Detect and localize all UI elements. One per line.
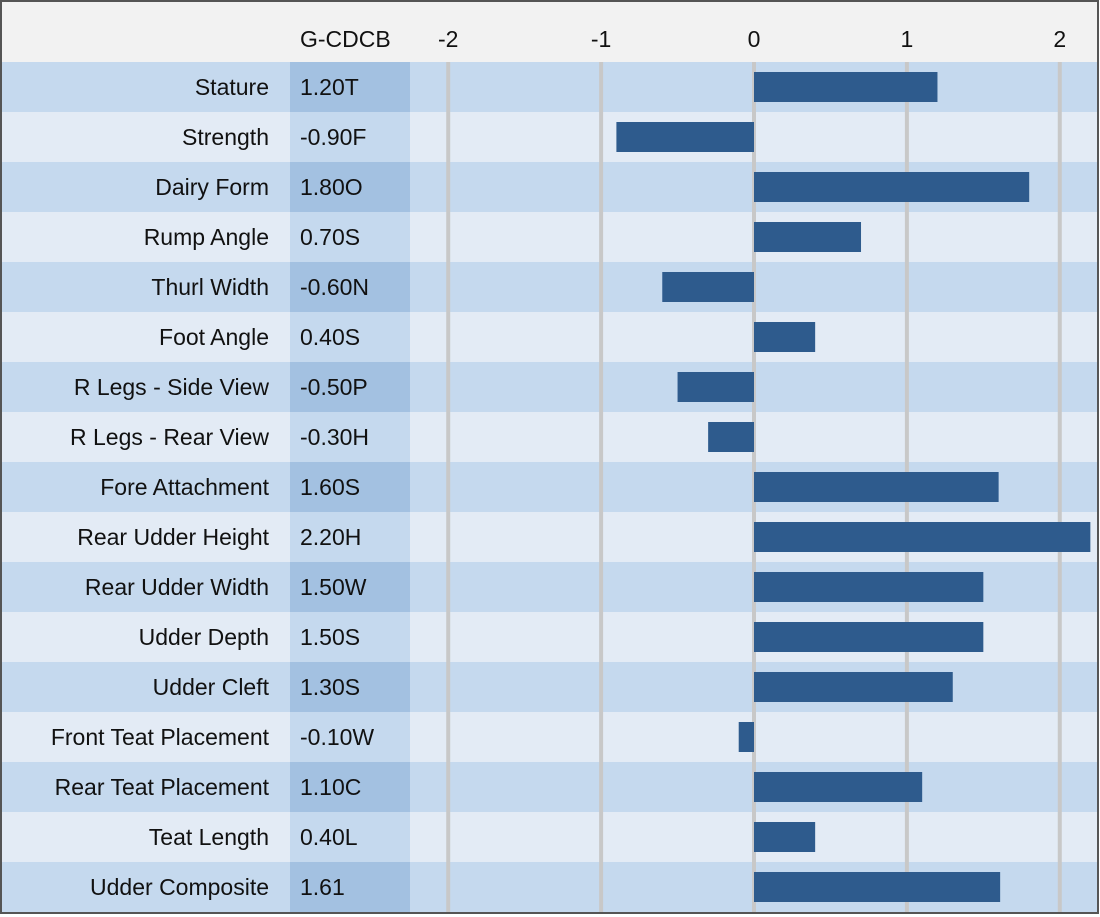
row-label: Rear Udder Height xyxy=(77,524,269,550)
row-label: R Legs - Rear View xyxy=(70,424,269,450)
value-cell xyxy=(290,412,410,462)
row-label: Udder Composite xyxy=(90,874,269,900)
value-label: 1.30S xyxy=(300,674,360,700)
row-label: Stature xyxy=(195,74,269,100)
row-label: Fore Attachment xyxy=(100,474,269,500)
value-label: -0.50P xyxy=(300,374,368,400)
row-label: Teat Length xyxy=(149,824,269,850)
value-cell xyxy=(290,162,410,212)
x-tick-label: 0 xyxy=(748,26,761,52)
value-label: 0.40L xyxy=(300,824,358,850)
x-tick-label: -2 xyxy=(438,26,458,52)
value-cell xyxy=(290,312,410,362)
row-label: Dairy Form xyxy=(155,174,269,200)
bar xyxy=(754,672,953,702)
value-cell xyxy=(290,462,410,512)
row-background xyxy=(1,362,1098,412)
value-cell xyxy=(290,112,410,162)
column-header: G-CDCB xyxy=(300,26,391,52)
value-label: 1.10C xyxy=(300,774,361,800)
bar xyxy=(754,172,1030,202)
value-label: 1.61 xyxy=(300,874,345,900)
row-label: Strength xyxy=(182,124,269,150)
bar xyxy=(754,872,1001,902)
bar xyxy=(708,422,754,452)
value-cell xyxy=(290,62,410,112)
bar xyxy=(754,222,862,252)
value-cell xyxy=(290,512,410,562)
row-label: Front Teat Placement xyxy=(51,724,270,750)
row-background xyxy=(1,712,1098,762)
bar xyxy=(738,722,754,752)
row-label: Rear Udder Width xyxy=(85,574,269,600)
value-cell xyxy=(290,662,410,712)
row-background xyxy=(1,212,1098,262)
value-label: -0.30H xyxy=(300,424,369,450)
row-label: Udder Depth xyxy=(139,624,269,650)
value-cell xyxy=(290,562,410,612)
bar xyxy=(754,572,984,602)
bar xyxy=(662,272,754,302)
bar xyxy=(677,372,754,402)
row-background xyxy=(1,312,1098,362)
bar xyxy=(754,622,984,652)
value-cell xyxy=(290,362,410,412)
bar xyxy=(754,822,816,852)
row-label: Thurl Width xyxy=(151,274,269,300)
value-label: 1.20T xyxy=(300,74,359,100)
value-label: 2.20H xyxy=(300,524,361,550)
bar xyxy=(616,122,754,152)
row-background xyxy=(1,812,1098,862)
value-cell xyxy=(290,262,410,312)
bar xyxy=(754,472,999,502)
value-cell xyxy=(290,862,410,912)
row-background xyxy=(1,412,1098,462)
value-label: -0.10W xyxy=(300,724,374,750)
bar xyxy=(754,772,923,802)
value-label: -0.60N xyxy=(300,274,369,300)
row-label: Rump Angle xyxy=(144,224,269,250)
row-background xyxy=(1,262,1098,312)
row-label: Rear Teat Placement xyxy=(55,774,270,800)
value-label: 1.50W xyxy=(300,574,367,600)
value-label: -0.90F xyxy=(300,124,366,150)
x-tick-label: 1 xyxy=(900,26,913,52)
value-cell xyxy=(290,762,410,812)
bar xyxy=(754,522,1091,552)
bar xyxy=(754,72,938,102)
value-label: 1.50S xyxy=(300,624,360,650)
x-tick-label: -1 xyxy=(591,26,611,52)
bar xyxy=(754,322,816,352)
value-label: 1.80O xyxy=(300,174,363,200)
value-cell xyxy=(290,812,410,862)
value-label: 0.40S xyxy=(300,324,360,350)
row-label: Udder Cleft xyxy=(153,674,270,700)
value-label: 0.70S xyxy=(300,224,360,250)
row-background xyxy=(1,112,1098,162)
row-label: R Legs - Side View xyxy=(74,374,270,400)
row-label: Foot Angle xyxy=(159,324,269,350)
value-label: 1.60S xyxy=(300,474,360,500)
x-tick-label: 2 xyxy=(1053,26,1066,52)
value-cell xyxy=(290,712,410,762)
value-cell xyxy=(290,612,410,662)
value-cell xyxy=(290,212,410,262)
